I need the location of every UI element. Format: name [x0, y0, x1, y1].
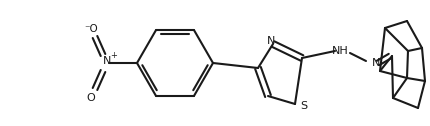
Text: N: N — [372, 58, 381, 68]
Text: S: S — [300, 101, 307, 111]
Text: NH: NH — [332, 46, 348, 56]
Text: +: + — [111, 51, 117, 59]
Text: N: N — [267, 36, 275, 46]
Text: O: O — [86, 93, 95, 103]
Text: ⁻O: ⁻O — [84, 24, 98, 34]
Text: N: N — [103, 56, 111, 66]
